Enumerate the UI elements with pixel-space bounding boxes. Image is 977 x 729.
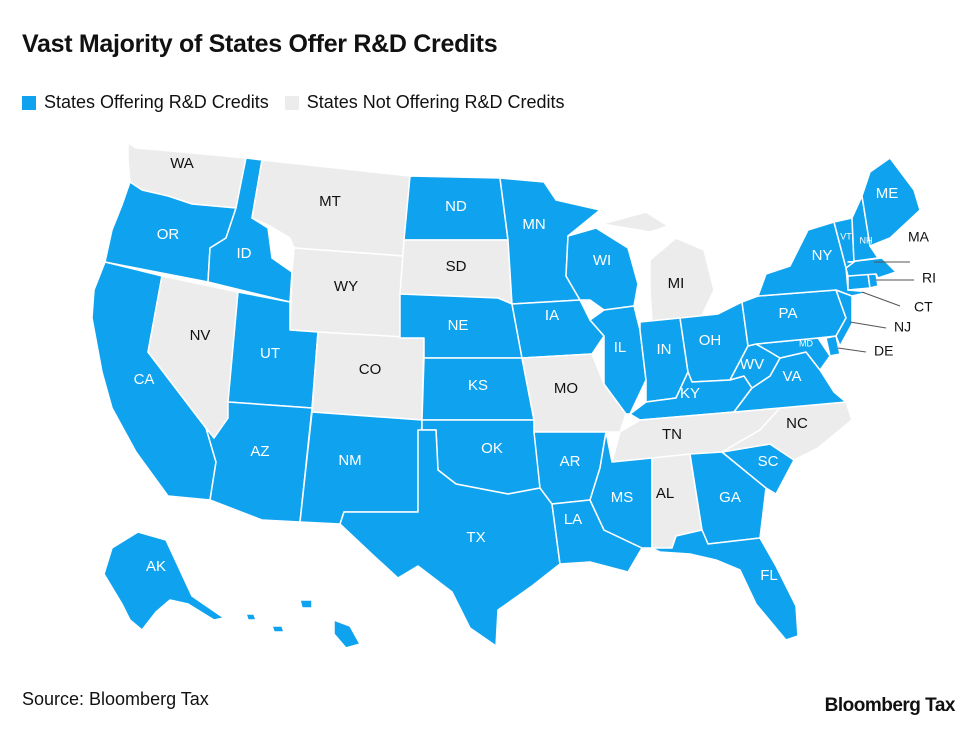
state-mi [601, 211, 715, 323]
state-label-mt: MT [319, 193, 341, 210]
state-label-il: IL [614, 339, 627, 356]
state-label-tn: TN [662, 426, 682, 443]
state-label-mo: MO [554, 380, 578, 397]
state-label-nv: NV [190, 327, 211, 344]
state-label-mi: MI [668, 275, 685, 292]
state-label-al: AL [656, 485, 674, 502]
state-mo [521, 353, 627, 433]
state-label-pa: PA [779, 305, 798, 322]
state-label-sc: SC [758, 453, 779, 470]
state-hi [245, 599, 361, 649]
state-me [861, 157, 921, 247]
state-label-nj: NJ [894, 319, 911, 335]
state-label-ks: KS [468, 377, 488, 394]
legend-swatch-offering [22, 95, 36, 110]
state-label-ar: AR [560, 453, 581, 470]
state-label-or: OR [157, 226, 180, 243]
callout-line-de [837, 347, 867, 353]
state-label-co: CO [359, 361, 382, 378]
state-label-az: AZ [250, 443, 269, 460]
state-label-nc: NC [786, 415, 808, 432]
brand-logo: Bloomberg Tax [824, 695, 956, 716]
legend-item-offering: States Offering R&D Credits [22, 92, 269, 113]
legend: States Offering R&D Credits States Not O… [22, 92, 581, 113]
state-fl [651, 529, 799, 641]
state-ak [103, 531, 225, 631]
legend-label-not-offering: States Not Offering R&D Credits [306, 92, 565, 112]
state-il [589, 305, 647, 415]
state-label-nh: NH [860, 235, 873, 245]
state-label-ny: NY [812, 247, 833, 264]
state-label-ma: MA [908, 229, 930, 245]
state-label-wy: WY [334, 278, 358, 295]
state-ms [589, 431, 653, 549]
state-label-tx: TX [466, 529, 485, 546]
state-label-nd: ND [445, 198, 467, 215]
state-label-mn: MN [522, 216, 545, 233]
state-label-vt: VT [840, 231, 852, 241]
source-note: Source: Bloomberg Tax [22, 689, 209, 709]
state-nc [721, 401, 853, 461]
state-label-ok: OK [481, 440, 503, 457]
state-label-ct: CT [914, 299, 933, 315]
state-label-wv: WV [740, 356, 764, 373]
state-label-ga: GA [719, 489, 741, 506]
legend-item-not-offering: States Not Offering R&D Credits [284, 92, 565, 113]
state-label-ne: NE [448, 317, 469, 334]
chart-title: Vast Majority of States Offer R&D Credit… [22, 30, 498, 58]
state-label-oh: OH [699, 332, 722, 349]
state-label-la: LA [564, 511, 582, 528]
state-label-va: VA [783, 368, 802, 385]
legend-label-offering: States Offering R&D Credits [44, 92, 269, 112]
state-label-ia: IA [545, 307, 559, 324]
state-label-wa: WA [170, 155, 194, 172]
state-label-id: ID [237, 245, 252, 262]
state-md [755, 337, 831, 371]
callout-line-nj [849, 321, 887, 329]
state-label-wi: WI [593, 252, 611, 269]
state-label-ky: KY [680, 385, 700, 402]
state-label-ca: CA [134, 371, 155, 388]
state-label-ak: AK [146, 558, 166, 575]
state-label-ms: MS [611, 489, 634, 506]
state-label-sd: SD [446, 258, 467, 275]
state-label-nm: NM [338, 452, 361, 469]
state-label-de: DE [874, 343, 893, 359]
state-label-ut: UT [260, 345, 280, 362]
state-label-me: ME [876, 185, 899, 202]
state-label-in: IN [657, 341, 672, 358]
state-label-md: MD [799, 338, 813, 348]
state-label-fl: FL [760, 567, 778, 584]
legend-swatch-not-offering [284, 95, 299, 110]
callout-line-ct [861, 291, 901, 307]
state-tx [339, 429, 561, 647]
state-label-ri: RI [922, 270, 936, 286]
